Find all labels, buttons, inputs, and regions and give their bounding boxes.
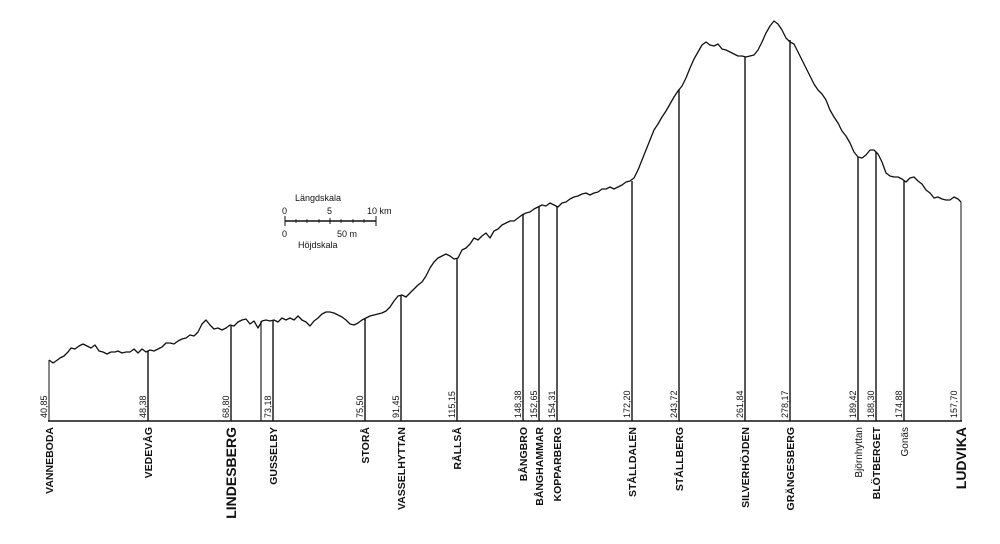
station-name: GUSSELBY <box>268 427 280 485</box>
station-name: BÅNGBRO <box>517 427 530 481</box>
station-marker: 174,88 Gonäs <box>894 180 911 456</box>
station-elevation: 152,65 <box>529 390 539 418</box>
station-name: LUDVIKA <box>953 427 969 489</box>
station-elevation: 40,85 <box>39 395 49 418</box>
station-name: BLÖTBERGET <box>870 426 883 499</box>
station-name: VEDEVÅG <box>142 427 155 478</box>
station-name: STÅLLDALEN <box>626 427 639 497</box>
station-marker: 278,17 GRÄNGESBERG <box>780 40 797 510</box>
station-elevation: 75,50 <box>355 395 365 418</box>
length-scale-title: Längdskala <box>295 193 341 203</box>
station-name: Gonäs <box>900 427 911 456</box>
station-marker: 172,20 STÅLLDALEN <box>622 181 639 497</box>
station-name: STÅLLBERG <box>673 427 686 491</box>
station-marker: 73,18 GUSSELBY <box>263 320 280 485</box>
height-scale-tick-50m: 50 m <box>337 229 357 239</box>
station-elevation: 157,70 <box>949 390 959 418</box>
station-name: Björnhyttan <box>854 427 865 478</box>
station-elevation: 188,30 <box>866 390 876 418</box>
station-marker: 115,15 RÅLLSÅ <box>447 258 464 470</box>
station-name: LINDESBERG <box>223 427 239 519</box>
length-scale-tick-10km: 10 km <box>367 206 392 216</box>
station-marker: 188,30 BLÖTBERGET <box>866 152 883 499</box>
height-scale-title: Höjdskala <box>298 240 338 250</box>
scale-bar: Längdskala 0 5 10 km 0 50 m Höjdskala <box>282 193 392 250</box>
station-marker: 75,50 STORÅ <box>355 318 372 464</box>
station-elevation: 172,20 <box>622 390 632 418</box>
stations-layer: 40,85 VANNEBODA 48,38 VEDEVÅG 68,80 LINDESBER… <box>39 40 969 519</box>
station-name: STORÅ <box>359 427 372 464</box>
elevation-profile-line <box>48 20 962 364</box>
station-marker: 243,72 STÅLLBERG <box>669 89 686 491</box>
station-marker: 148,38 BÅNGBRO <box>513 215 530 481</box>
station-marker: 154,31 KOPPARBERG <box>547 206 564 501</box>
station-name: GRÄNGESBERG <box>784 427 797 510</box>
station-name: BÅNGHAMMAR <box>533 427 546 506</box>
station-name: VANNEBODA <box>44 427 56 494</box>
station-marker: 91,45 VASSELHYTTAN <box>391 295 408 510</box>
station-elevation: 148,38 <box>513 390 523 418</box>
station-elevation: 189,42 <box>848 390 858 418</box>
station-elevation: 115,15 <box>447 391 457 418</box>
length-scale-tick-0: 0 <box>282 206 287 216</box>
station-name: RÅLLSÅ <box>451 427 464 470</box>
station-name: VASSELHYTTAN <box>396 427 408 510</box>
length-scale-tick-5: 5 <box>327 206 332 216</box>
station-name: SILVERHÖJDEN <box>739 427 752 508</box>
station-marker: 68,80 LINDESBERG <box>221 325 239 519</box>
station-marker: 189,42 Björnhyttan <box>848 157 865 478</box>
station-elevation: 261,84 <box>735 390 745 418</box>
station-elevation: 68,80 <box>221 395 231 418</box>
station-elevation: 48,38 <box>138 395 148 418</box>
station-elevation: 243,72 <box>669 390 679 418</box>
station-elevation: 278,17 <box>780 390 790 418</box>
station-marker: 152,65 BÅNGHAMMAR <box>529 207 546 506</box>
station-elevation: 91,45 <box>391 395 401 418</box>
station-marker: 48,38 VEDEVÅG <box>138 351 155 478</box>
station-elevation: 73,18 <box>263 395 273 418</box>
station-name: KOPPARBERG <box>552 427 564 501</box>
height-scale-tick-0: 0 <box>282 229 287 239</box>
station-elevation: 174,88 <box>894 390 904 418</box>
station-marker: 40,85 VANNEBODA <box>39 395 56 493</box>
station-marker: 157,70 LUDVIKA <box>949 390 969 489</box>
station-elevation: 154,31 <box>547 390 557 418</box>
station-marker: 261,84 SILVERHÖJDEN <box>735 57 752 508</box>
